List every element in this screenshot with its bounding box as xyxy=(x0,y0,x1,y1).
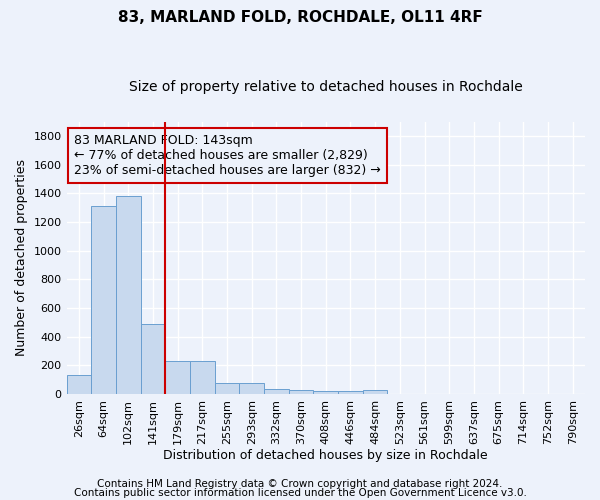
Bar xyxy=(91,206,116,394)
Bar xyxy=(140,324,165,394)
Text: Contains public sector information licensed under the Open Government Licence v3: Contains public sector information licen… xyxy=(74,488,526,498)
Bar xyxy=(338,391,363,394)
Bar xyxy=(67,376,91,394)
Bar xyxy=(190,361,215,394)
Text: Contains HM Land Registry data © Crown copyright and database right 2024.: Contains HM Land Registry data © Crown c… xyxy=(97,479,503,489)
Bar xyxy=(165,361,190,394)
Bar xyxy=(289,390,313,394)
Bar xyxy=(313,391,338,394)
Y-axis label: Number of detached properties: Number of detached properties xyxy=(15,160,28,356)
Bar xyxy=(116,196,140,394)
X-axis label: Distribution of detached houses by size in Rochdale: Distribution of detached houses by size … xyxy=(163,450,488,462)
Bar xyxy=(264,389,289,394)
Bar xyxy=(215,383,239,394)
Bar xyxy=(239,383,264,394)
Title: Size of property relative to detached houses in Rochdale: Size of property relative to detached ho… xyxy=(129,80,523,94)
Text: 83, MARLAND FOLD, ROCHDALE, OL11 4RF: 83, MARLAND FOLD, ROCHDALE, OL11 4RF xyxy=(118,10,482,25)
Text: 83 MARLAND FOLD: 143sqm
← 77% of detached houses are smaller (2,829)
23% of semi: 83 MARLAND FOLD: 143sqm ← 77% of detache… xyxy=(74,134,381,177)
Bar xyxy=(363,390,388,394)
